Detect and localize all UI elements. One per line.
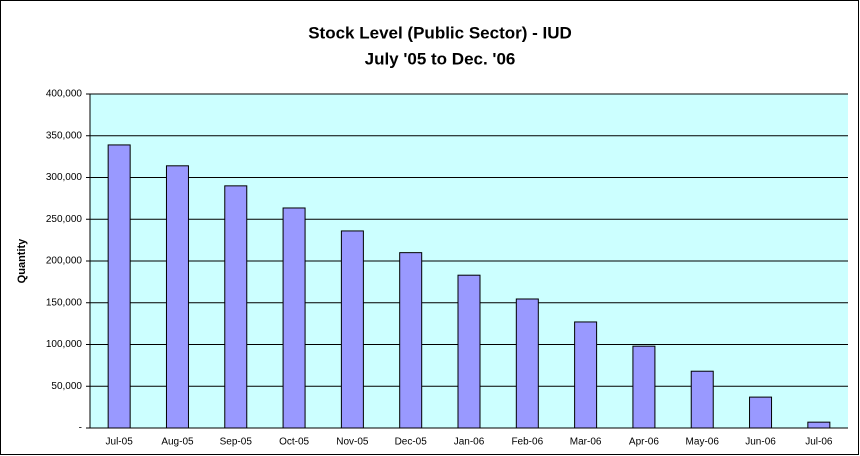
- chart-subtitle: July '05 to Dec. '06: [365, 49, 516, 68]
- y-tick-label: 200,000: [46, 256, 83, 267]
- bar: [807, 421, 831, 429]
- y-tick-label: 350,000: [46, 130, 83, 141]
- y-tick-label: 100,000: [46, 339, 83, 350]
- bar: [574, 321, 598, 429]
- y-tick-label: 300,000: [46, 172, 83, 183]
- y-tick-label: 250,000: [46, 214, 83, 225]
- x-tick-label: Jul-05: [106, 437, 134, 448]
- x-tick-label: Jul-06: [805, 437, 833, 448]
- bar: [224, 185, 248, 429]
- x-tick-label: Sep-05: [220, 437, 253, 448]
- x-tick-label: Mar-06: [570, 437, 602, 448]
- x-tick-label: Aug-05: [161, 437, 194, 448]
- bar: [399, 252, 423, 429]
- y-tick-label: 50,000: [51, 381, 82, 392]
- x-tick-label: Jun-06: [745, 437, 776, 448]
- x-tick-label: Oct-05: [279, 437, 309, 448]
- x-tick-label: Jan-06: [454, 437, 485, 448]
- bar: [282, 207, 306, 429]
- x-tick-label: May-06: [686, 437, 720, 448]
- y-axis-title: Quantity: [16, 238, 28, 283]
- y-tick-label: -: [79, 423, 82, 434]
- x-tick-label: Apr-06: [629, 437, 659, 448]
- bar: [107, 144, 131, 429]
- x-tick-label: Dec-05: [395, 437, 428, 448]
- y-tick-label: 150,000: [46, 297, 83, 308]
- bar: [632, 345, 656, 429]
- bar: [457, 274, 481, 429]
- x-tick-label: Nov-05: [336, 437, 369, 448]
- bar: [690, 370, 714, 429]
- x-tick-label: Feb-06: [511, 437, 543, 448]
- y-tick-label: 400,000: [46, 89, 83, 100]
- bar: [165, 165, 189, 429]
- bar: [515, 298, 539, 429]
- bar: [340, 230, 364, 429]
- chart-title: Stock Level (Public Sector) - IUD: [308, 23, 572, 42]
- bar: [749, 396, 773, 429]
